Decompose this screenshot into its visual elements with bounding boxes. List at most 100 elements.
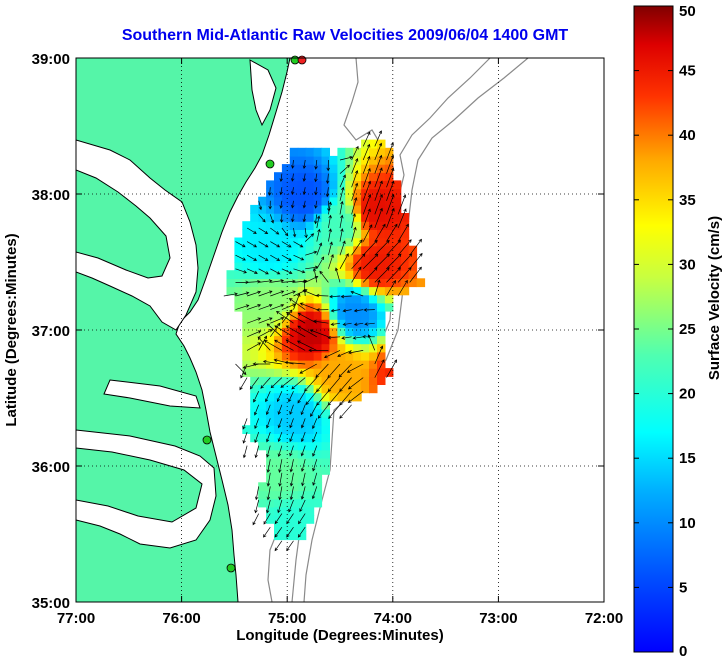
velocity-cell (281, 466, 291, 475)
velocity-cell (313, 204, 323, 214)
velocity-cell (337, 180, 346, 190)
velocity-arrow (286, 527, 294, 538)
velocity-cell (281, 441, 291, 451)
velocity-cell (289, 327, 299, 337)
velocity-cell (353, 237, 362, 247)
velocity-arrow (246, 290, 262, 297)
velocity-cell (289, 335, 299, 345)
velocity-cell (266, 270, 275, 279)
velocity-cell (266, 188, 275, 198)
velocity-cell (289, 270, 299, 279)
velocity-cell (384, 155, 394, 165)
velocity-arrow (339, 214, 344, 229)
velocity-cell (281, 188, 291, 198)
velocity-cell (274, 523, 283, 532)
velocity-cell (258, 204, 267, 214)
velocity-cell (305, 319, 315, 328)
velocity-arrow (269, 214, 275, 224)
velocity-cell (266, 449, 275, 459)
velocity-cell (250, 400, 259, 410)
velocity-arrow (246, 342, 262, 351)
velocity-cell (258, 262, 267, 271)
velocity-cell (281, 327, 291, 337)
velocity-cell (274, 237, 283, 247)
velocity-cell (297, 286, 307, 296)
velocity-arrow (223, 292, 238, 297)
velocity-cell (250, 278, 259, 288)
velocity-arrow (285, 325, 306, 338)
velocity-cell (337, 335, 346, 345)
velocity-arrow (263, 513, 271, 525)
velocity-arrow (351, 226, 357, 242)
velocity-cell (353, 351, 362, 361)
velocity-cell (384, 164, 394, 173)
velocity-arrow (242, 363, 259, 369)
velocity-arrow (279, 187, 283, 196)
y-tick-label: 37:00 (32, 323, 70, 340)
velocity-arrow (246, 317, 262, 324)
velocity-cell (384, 196, 394, 206)
velocity-cell (258, 302, 267, 312)
velocity-cell (297, 359, 307, 369)
velocity-cell (266, 351, 275, 361)
velocity-cell (392, 237, 402, 247)
velocity-cell (274, 490, 283, 500)
velocity-cell (305, 278, 315, 288)
velocity-cell (353, 343, 362, 353)
velocity-arrow (277, 418, 283, 429)
velocity-cell (281, 417, 291, 426)
velocity-arrow (362, 253, 379, 270)
velocity-cell (242, 286, 251, 296)
velocity-cell (313, 368, 323, 377)
velocity-cell (297, 327, 307, 337)
velocity-cell (329, 172, 338, 181)
velocity-cell (361, 343, 370, 353)
velocity-cell (321, 147, 330, 157)
velocity-cell (321, 359, 330, 369)
y-axis-label: Latitude (Degrees:Minutes) (3, 233, 20, 426)
velocity-cell (274, 302, 283, 312)
velocity-cell (361, 253, 370, 263)
velocity-cell (297, 294, 307, 304)
velocity-arrow (328, 228, 332, 242)
velocity-cell (313, 164, 323, 173)
velocity-cell (274, 286, 283, 296)
y-tick-label: 35:00 (32, 595, 70, 612)
velocity-cell (369, 384, 378, 394)
velocity-arrow (290, 200, 295, 209)
velocity-cell (281, 523, 291, 532)
velocity-arrow (386, 279, 396, 297)
velocity-cell (297, 400, 307, 410)
velocity-arrow (386, 207, 395, 229)
velocity-cell (353, 335, 362, 345)
velocity-cell (369, 351, 378, 361)
velocity-cell (266, 294, 275, 304)
velocity-cell (337, 294, 346, 304)
velocity-arrow (293, 254, 305, 261)
velocity-cell (305, 506, 315, 516)
velocity-arrow (242, 418, 248, 430)
velocity-arrow (270, 303, 285, 310)
velocity-cell (313, 498, 323, 508)
velocity-cell (321, 449, 330, 459)
velocity-cell (345, 294, 354, 304)
velocity-cell (289, 196, 299, 206)
velocity-cell (281, 319, 291, 328)
velocity-arrow (316, 242, 323, 256)
velocity-cell (274, 457, 283, 467)
velocity-cell (321, 433, 330, 443)
velocity-cell (305, 433, 315, 443)
velocity-cell (266, 253, 275, 263)
velocity-arrow (249, 377, 259, 390)
velocity-cell (313, 253, 323, 263)
velocity-cell (337, 368, 346, 377)
velocity-cell (321, 278, 330, 288)
velocity-cell (337, 311, 346, 320)
velocity-arrow (278, 486, 283, 501)
velocity-arrow (323, 350, 341, 359)
velocity-arrow (374, 207, 383, 229)
velocity-cell (345, 278, 354, 288)
velocity-arrow (258, 214, 266, 223)
velocity-cell (345, 392, 354, 402)
